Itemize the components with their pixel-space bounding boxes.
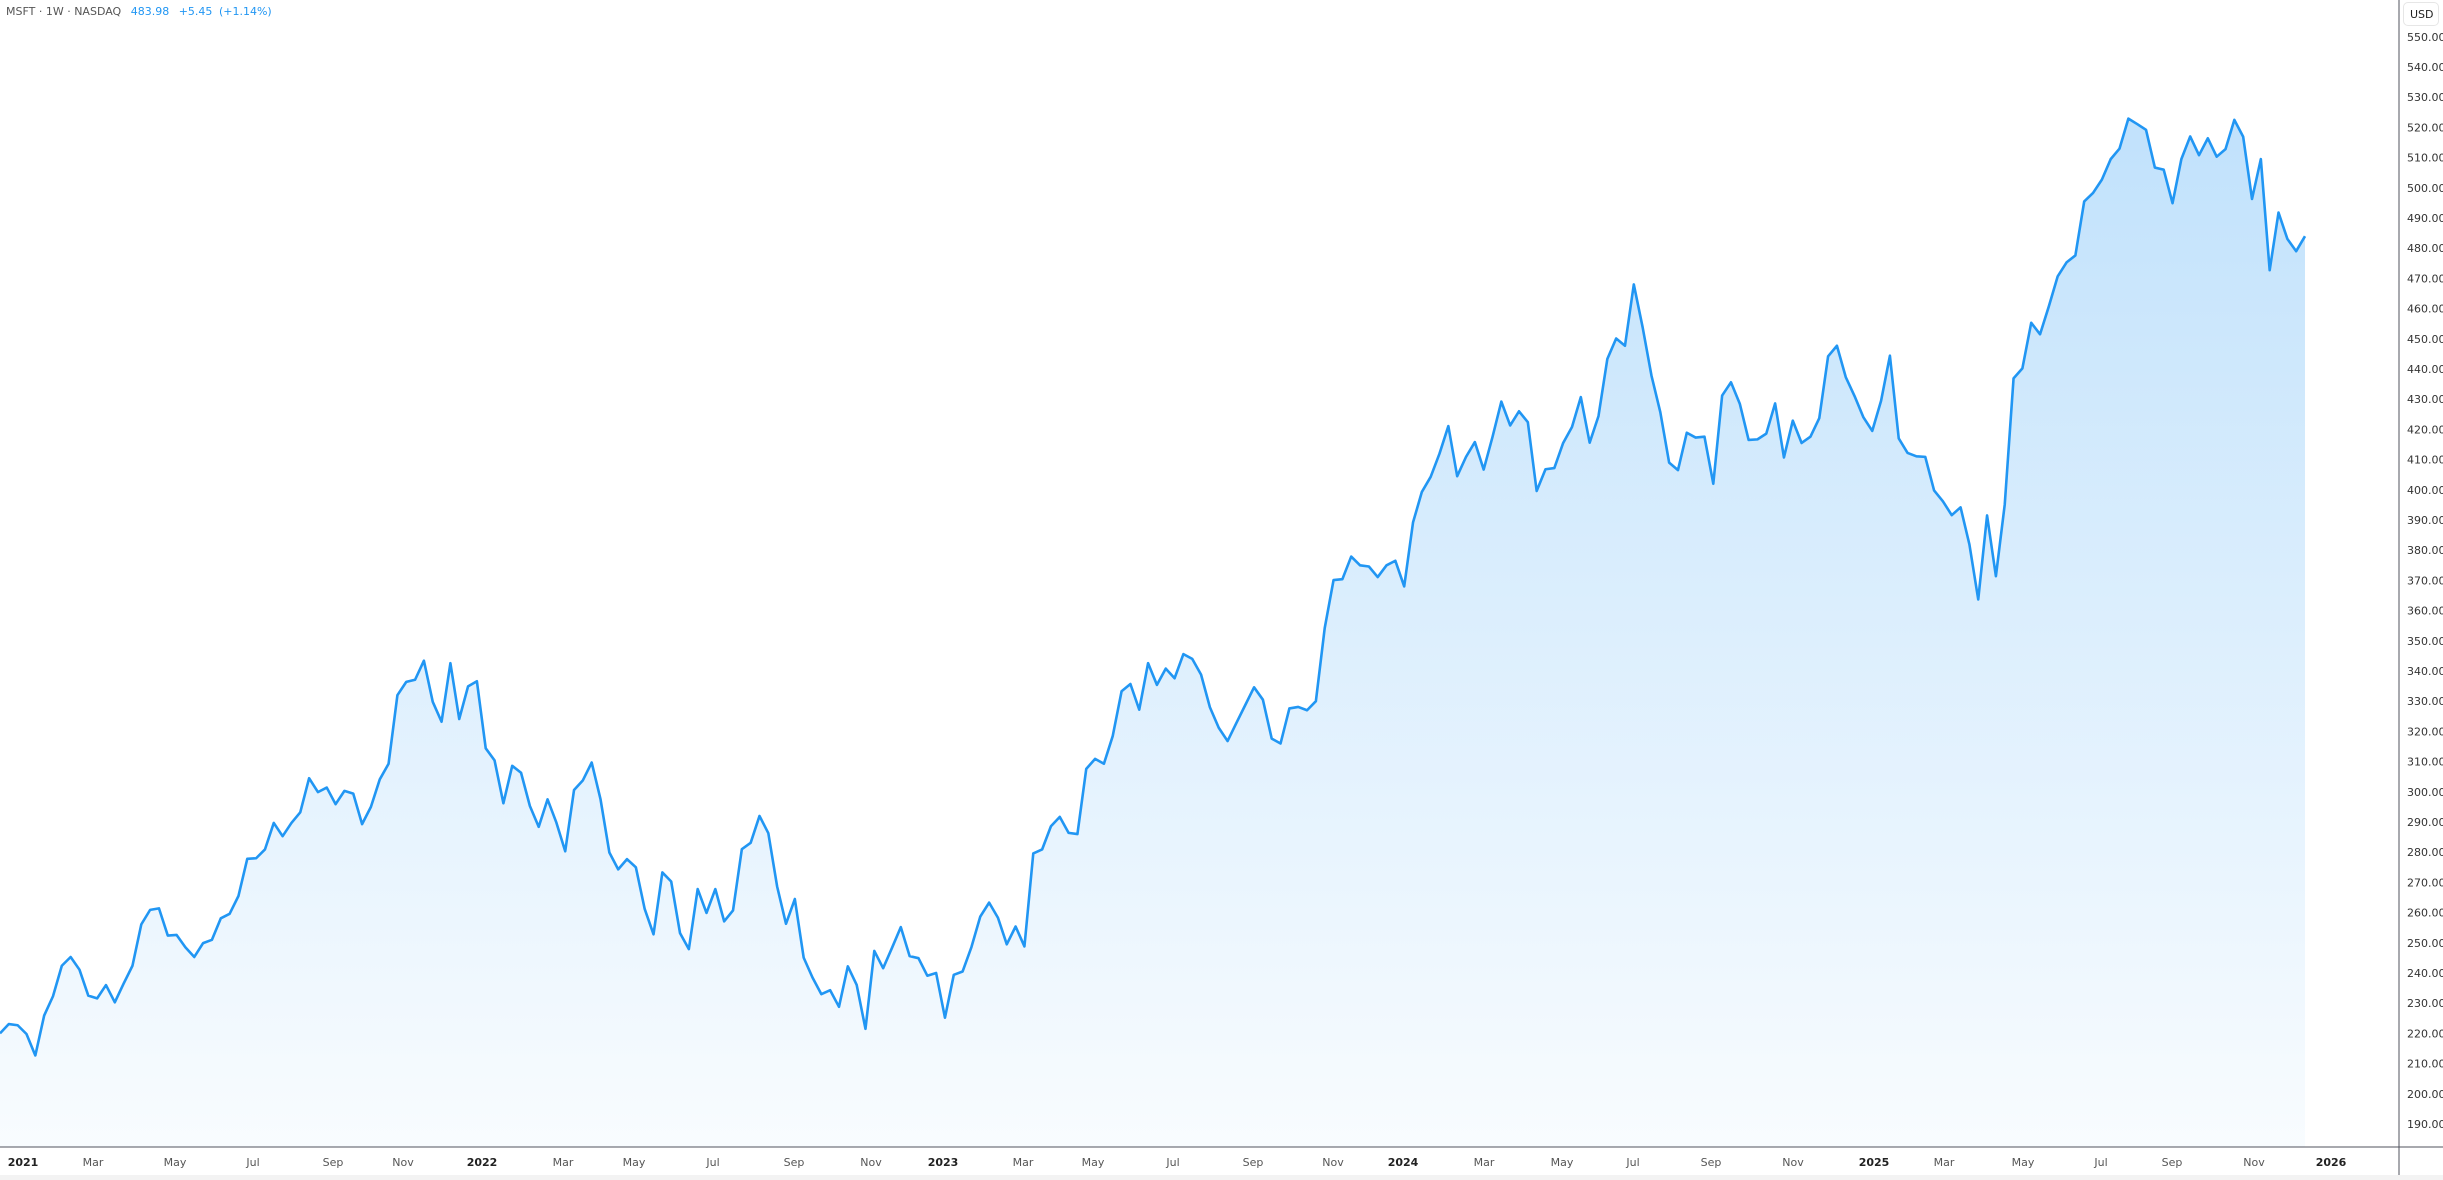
symbol-legend: MSFT · 1W · NASDAQ 483.98 +5.45 (+1.14%) (6, 5, 272, 18)
time-tick-label: Mar (83, 1156, 104, 1169)
time-tick-label: May (1551, 1156, 1574, 1169)
price-tick-label: 290.00 (2407, 816, 2443, 829)
price-tick-label: 310.00 (2407, 756, 2443, 769)
price-tick-label: 540.00 (2407, 61, 2443, 74)
currency-button[interactable]: USD (2403, 2, 2439, 26)
time-tick-label: Jul (245, 1156, 259, 1169)
price-tick-label: 370.00 (2407, 574, 2443, 587)
time-tick-label: Mar (1013, 1156, 1034, 1169)
time-tick-label: Sep (2162, 1156, 2183, 1169)
time-tick-label: Nov (860, 1156, 882, 1169)
price-tick-label: 270.00 (2407, 876, 2443, 889)
symbol-name[interactable]: MSFT (6, 5, 36, 18)
time-tick-label: May (1082, 1156, 1105, 1169)
price-tick-label: 360.00 (2407, 605, 2443, 618)
price-tick-label: 300.00 (2407, 786, 2443, 799)
price-tick-label: 420.00 (2407, 423, 2443, 436)
price-tick-label: 410.00 (2407, 454, 2443, 467)
price-tick-label: 220.00 (2407, 1027, 2443, 1040)
time-tick-label: Sep (784, 1156, 805, 1169)
time-tick-label: May (164, 1156, 187, 1169)
time-tick-label: 2024 (1388, 1156, 1419, 1169)
time-tick-label: Sep (323, 1156, 344, 1169)
last-price: 483.98 (130, 5, 170, 18)
interval[interactable]: 1W (45, 5, 64, 18)
price-tick-label: 280.00 (2407, 846, 2443, 859)
time-tick-label: 2023 (928, 1156, 959, 1169)
time-tick-label: Mar (1474, 1156, 1495, 1169)
time-tick-label: 2026 (2316, 1156, 2347, 1169)
price-tick-label: 390.00 (2407, 514, 2443, 527)
price-tick-label: 460.00 (2407, 303, 2443, 316)
price-change-percent: (+1.14%) (218, 5, 272, 18)
price-tick-label: 470.00 (2407, 272, 2443, 285)
price-tick-label: 190.00 (2407, 1118, 2443, 1131)
price-tick-label: 520.00 (2407, 121, 2443, 134)
price-tick-label: 550.00 (2407, 31, 2443, 44)
price-tick-label: 230.00 (2407, 997, 2443, 1010)
price-tick-label: 530.00 (2407, 91, 2443, 104)
price-tick-label: 250.00 (2407, 937, 2443, 950)
time-tick-label: Jul (705, 1156, 719, 1169)
time-tick-label: 2025 (1859, 1156, 1890, 1169)
time-tick-label: Jul (1625, 1156, 1639, 1169)
price-tick-label: 340.00 (2407, 665, 2443, 678)
time-tick-label: Sep (1243, 1156, 1264, 1169)
separator: · (67, 5, 71, 18)
price-line (0, 117, 2307, 1057)
price-tick-label: 210.00 (2407, 1058, 2443, 1071)
price-tick-label: 240.00 (2407, 967, 2443, 980)
time-tick-label: May (623, 1156, 646, 1169)
time-tick-label: 2022 (467, 1156, 498, 1169)
time-tick-label: 2021 (8, 1156, 39, 1169)
time-tick-label: Sep (1701, 1156, 1722, 1169)
time-tick-label: Mar (553, 1156, 574, 1169)
price-tick-label: 380.00 (2407, 544, 2443, 557)
price-change: +5.45 (178, 5, 213, 18)
time-tick-label: Nov (392, 1156, 414, 1169)
price-tick-label: 200.00 (2407, 1088, 2443, 1101)
plot-area (0, 117, 2307, 1147)
price-tick-label: 450.00 (2407, 333, 2443, 346)
time-axis[interactable]: 2021 Mar May Jul Sep Nov 2022 Mar May Jul Sep Nov 20… (8, 1156, 2347, 1169)
price-tick-label: 500.00 (2407, 182, 2443, 195)
price-tick-label: 330.00 (2407, 695, 2443, 708)
price-axis[interactable]: 550.00 540.00 530.00 520.00 510.00 500.00 490.… (2407, 31, 2443, 1131)
price-tick-label: 400.00 (2407, 484, 2443, 497)
price-tick-label: 490.00 (2407, 212, 2443, 225)
price-tick-label: 260.00 (2407, 907, 2443, 920)
time-tick-label: Jul (2093, 1156, 2107, 1169)
time-tick-label: May (2012, 1156, 2035, 1169)
price-tick-label: 510.00 (2407, 152, 2443, 165)
price-tick-label: 350.00 (2407, 635, 2443, 648)
price-tick-label: 320.00 (2407, 725, 2443, 738)
time-tick-label: Mar (1934, 1156, 1955, 1169)
footer-strip (0, 1175, 2443, 1180)
time-tick-label: Nov (1322, 1156, 1344, 1169)
price-tick-label: 440.00 (2407, 363, 2443, 376)
price-tick-label: 480.00 (2407, 242, 2443, 255)
exchange: NASDAQ (74, 5, 122, 18)
area-fill (0, 118, 2305, 1147)
price-tick-label: 430.00 (2407, 393, 2443, 406)
time-tick-label: Nov (1782, 1156, 1804, 1169)
time-tick-label: Nov (2243, 1156, 2265, 1169)
separator: · (38, 5, 43, 18)
time-tick-label: Jul (1165, 1156, 1179, 1169)
